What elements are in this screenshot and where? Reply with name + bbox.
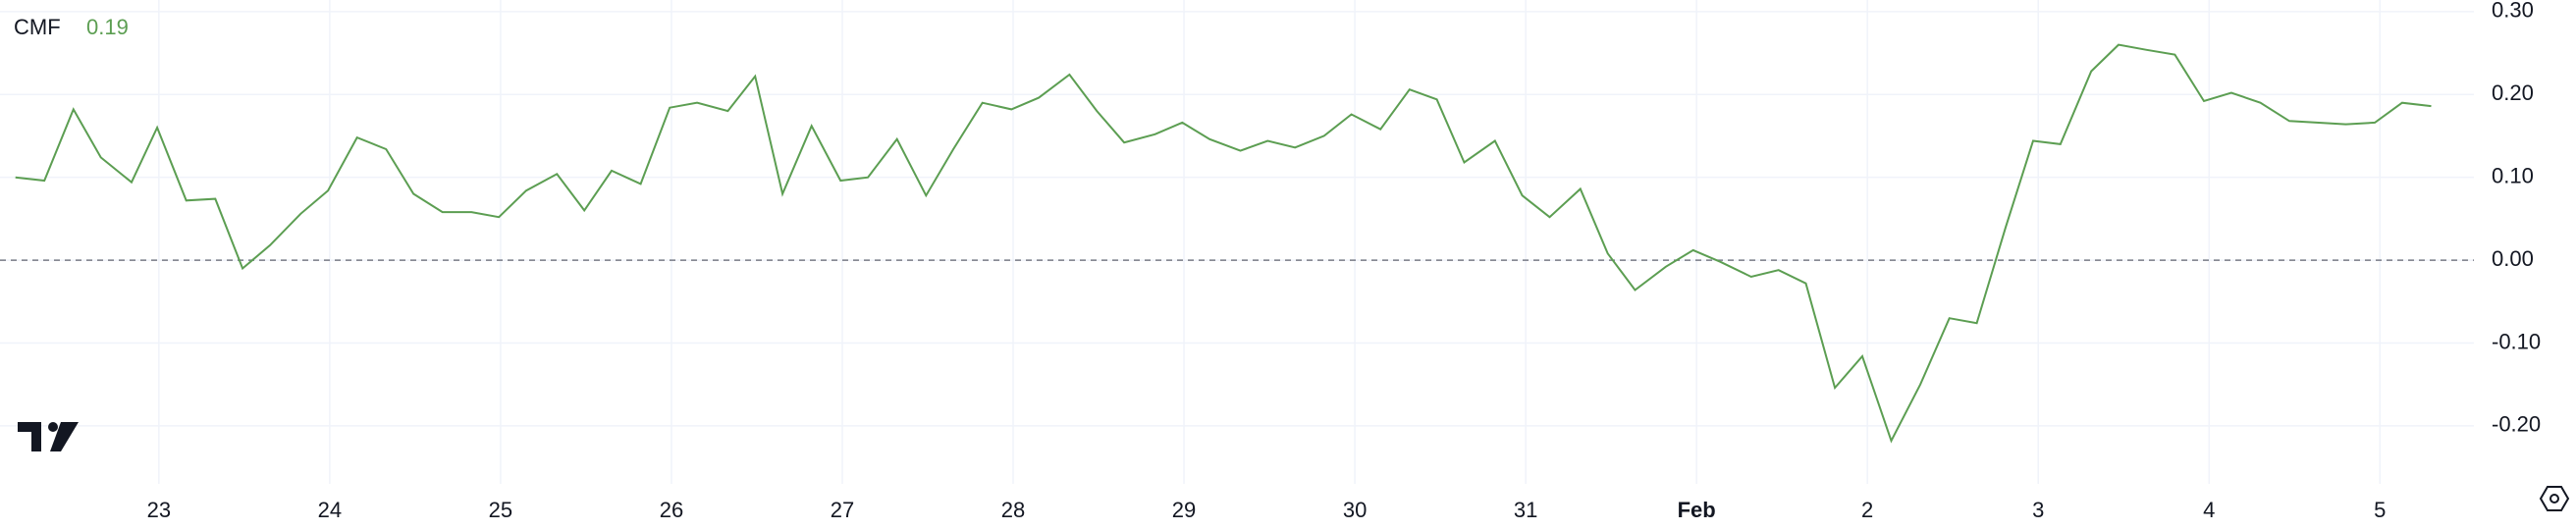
x-tick-label: 24	[318, 498, 342, 522]
y-tick-label: -0.20	[2492, 412, 2541, 437]
y-tick-label: 0.30	[2492, 0, 2534, 23]
y-tick-label: -0.10	[2492, 329, 2541, 353]
chart-title: CMF	[14, 15, 61, 39]
x-tick-label: 29	[1172, 498, 1196, 522]
x-tick-label: 28	[1001, 498, 1025, 522]
y-tick-label: 0.10	[2492, 163, 2534, 187]
x-tick-label: 23	[147, 498, 171, 522]
x-tick-label: 3	[2032, 498, 2044, 522]
x-tick-label: 26	[660, 498, 683, 522]
x-tick-label: 2	[1861, 498, 1873, 522]
x-tick-label: 27	[831, 498, 854, 522]
x-tick-label: 30	[1343, 498, 1367, 522]
x-tick-label: Feb	[1678, 498, 1716, 522]
x-tick-label: 5	[2374, 498, 2386, 522]
x-tick-label: 25	[489, 498, 512, 522]
y-tick-label: 0.20	[2492, 80, 2534, 105]
x-tick-label: 31	[1514, 498, 1537, 522]
last-value: 0.19	[86, 15, 129, 39]
x-tick-label: 4	[2203, 498, 2215, 522]
logo	[18, 422, 79, 451]
settings-icon[interactable]	[2539, 486, 2570, 511]
cmf-line	[15, 43, 2432, 444]
y-tick-label: 0.00	[2492, 246, 2534, 271]
